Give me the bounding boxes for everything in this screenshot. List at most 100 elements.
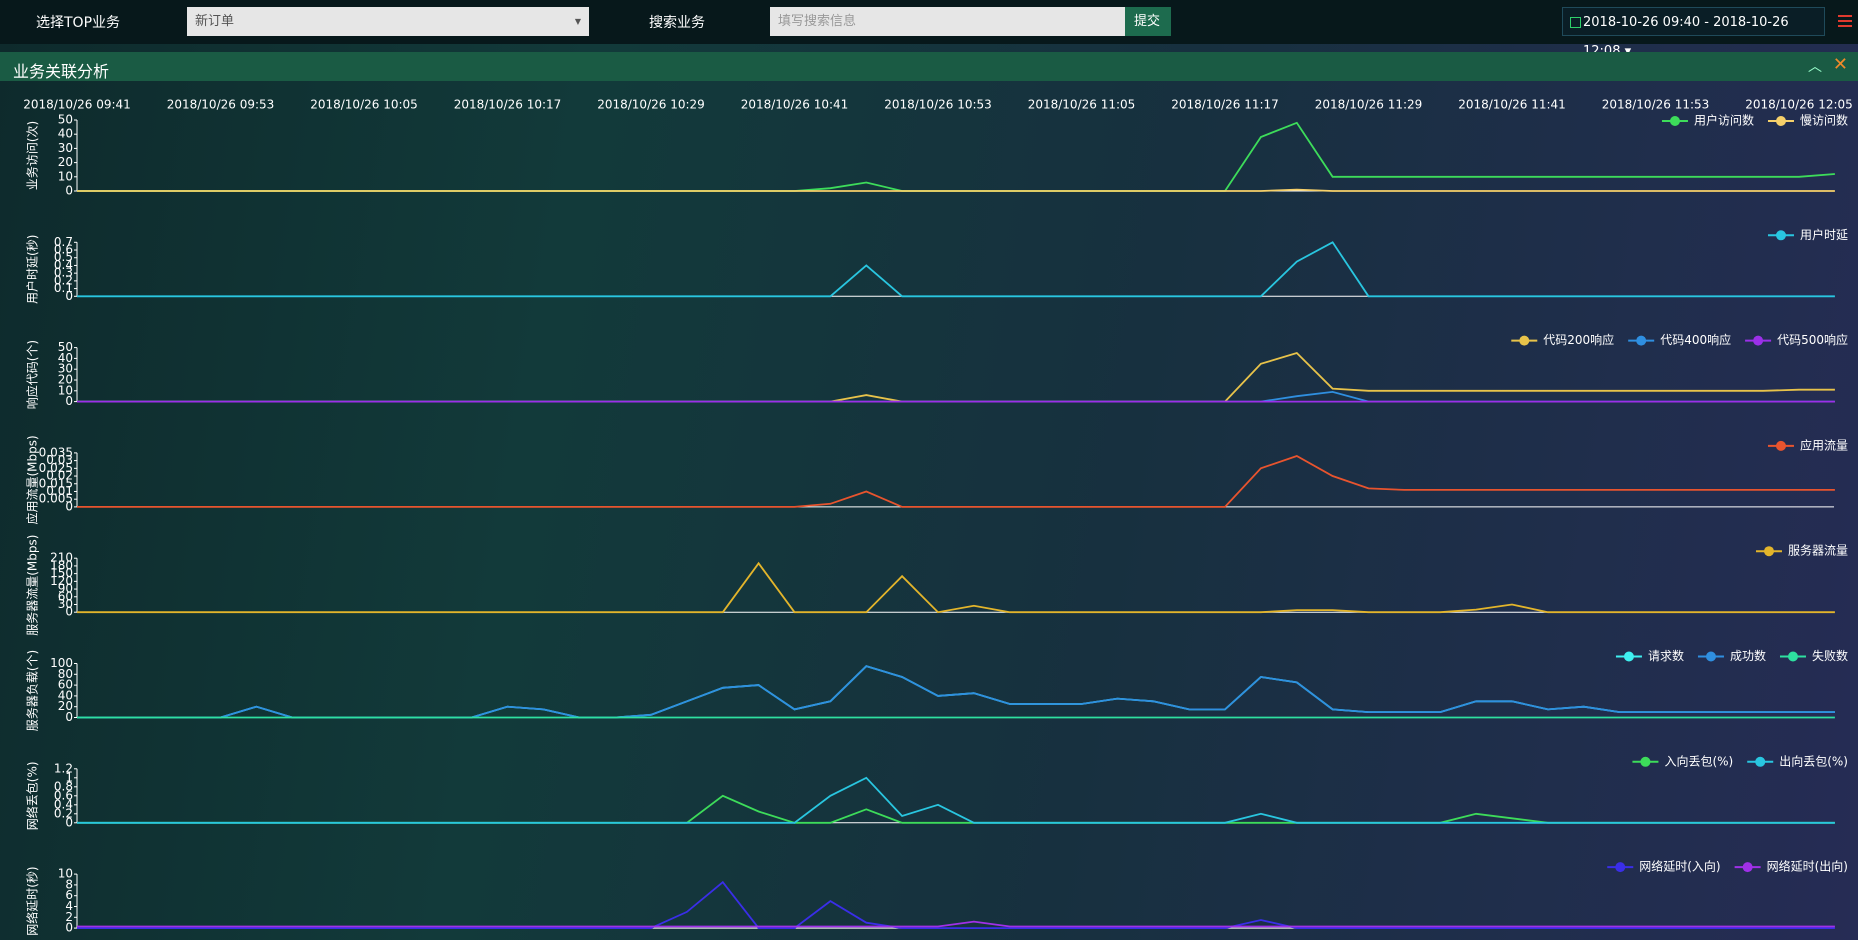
legend-marker [1775, 440, 1786, 451]
submit-button[interactable]: 提交 [1125, 7, 1171, 36]
legend-marker [1763, 546, 1774, 557]
y-tick-label: 0 [65, 394, 73, 408]
legend-marker [1775, 116, 1786, 126]
y-tick-label: 0 [65, 815, 73, 829]
series-line [77, 665, 1835, 719]
legend-marker [1519, 335, 1530, 346]
series-line [77, 794, 1835, 824]
y-axis-name: 网络丢包(%) [25, 761, 40, 830]
y-tick-label: 20 [58, 699, 73, 713]
panel-title: 业务关联分析 [13, 62, 110, 81]
y-tick-label: 8 [65, 877, 73, 891]
y-tick-label: 60 [58, 678, 73, 692]
legend-marker [1615, 862, 1626, 873]
y-tick-label: 0.2 [54, 806, 73, 820]
y-tick-label: 0 [65, 710, 73, 724]
top-bar: 选择TOP业务 新订单 搜索业务 填写搜索信息 提交 2018-10-26 09… [0, 0, 1858, 59]
y-tick-label: 0.3 [54, 266, 73, 280]
legend-marker [1669, 116, 1680, 126]
y-tick-label: 10 [58, 867, 73, 881]
y-tick-label: 80 [58, 667, 73, 681]
y-tick-label: 40 [58, 127, 73, 141]
y-tick-label: 0.5 [54, 250, 73, 264]
y-tick-label: 0 [65, 499, 73, 513]
legend-marker [1755, 756, 1766, 767]
legend-marker [1705, 651, 1716, 662]
y-tick-label: 0 [65, 184, 73, 198]
legend-label: 网络延时(出向) [1767, 859, 1848, 874]
y-tick-label: 6 [65, 888, 73, 902]
series-line [77, 920, 1835, 928]
legend-label: 代码500响应 [1777, 332, 1848, 347]
x-tick-label: 2018/10/26 11:41 [1458, 98, 1566, 112]
date-range[interactable]: 2018-10-26 09:40 - 2018-10-26 12:08 ▾ [1562, 7, 1825, 59]
collapse-button[interactable]: ︿ [1808, 59, 1822, 75]
y-tick-label: 0.1 [54, 281, 73, 295]
x-tick-label: 2018/10/26 11:29 [1315, 98, 1423, 112]
y-tick-label: 10 [58, 383, 73, 397]
legend-label: 应用流量 [1800, 437, 1848, 452]
series-line [77, 241, 1835, 298]
business-select[interactable]: 新订单 [187, 7, 589, 36]
y-tick-label: 0.025 [39, 461, 73, 475]
search-label: 搜索业务 [649, 15, 705, 31]
series-line [77, 455, 1835, 508]
y-axis-name: 网络延时(秒) [25, 866, 40, 935]
legend-marker [1775, 230, 1786, 241]
y-tick-label: 0.6 [54, 788, 73, 802]
legend-label: 网络延时(入向) [1639, 859, 1720, 874]
menu-icon[interactable] [1838, 15, 1852, 27]
y-tick-label: 0.7 [54, 235, 73, 249]
panel-header: 业务关联分析 ︿ ✕ [0, 52, 1858, 81]
y-tick-label: 20 [58, 155, 73, 169]
y-tick-label: 0.01 [46, 484, 73, 498]
legend-label: 入向丢包(%) [1664, 753, 1733, 768]
y-tick-label: 20 [58, 373, 73, 387]
series-line [77, 351, 1835, 403]
legend-marker [1636, 335, 1647, 346]
legend-label: 失败数 [1812, 648, 1848, 663]
y-tick-label: 120 [50, 574, 73, 588]
x-tick-label: 2018/10/26 10:17 [454, 98, 562, 112]
legend-label: 代码400响应 [1660, 332, 1731, 347]
y-tick-label: 0.6 [54, 243, 73, 257]
y-axis-name: 服务器负载(个) [25, 650, 40, 731]
y-tick-label: 40 [58, 351, 73, 365]
y-tick-label: 180 [50, 558, 73, 572]
x-tick-label: 2018/10/26 11:17 [1171, 98, 1279, 112]
y-tick-label: 0 [65, 921, 73, 935]
series-line [77, 561, 1835, 614]
y-tick-label: 0 [65, 605, 73, 619]
x-tick-label: 2018/10/26 12:05 [1745, 98, 1853, 112]
x-tick-label: 2018/10/26 10:05 [310, 98, 418, 112]
close-button[interactable]: ✕ [1832, 54, 1848, 75]
y-tick-label: 0.2 [54, 273, 73, 287]
y-tick-label: 30 [58, 362, 73, 376]
x-tick-label: 2018/10/26 09:53 [167, 98, 275, 112]
select-label: 选择TOP业务 [36, 15, 121, 31]
y-tick-label: 0.035 [39, 445, 73, 459]
x-tick-label: 2018/10/26 10:53 [884, 98, 992, 112]
y-axis-name: 业务访问(次) [25, 121, 40, 190]
y-tick-label: 90 [58, 582, 73, 596]
y-tick-label: 0.4 [54, 258, 73, 272]
legend-marker [1640, 756, 1651, 767]
y-axis-name: 响应代码(个) [25, 340, 40, 409]
x-tick-label: 2018/10/26 09:41 [23, 98, 131, 112]
series-line [77, 390, 1835, 403]
y-tick-label: 1 [65, 770, 73, 784]
y-tick-label: 0.8 [54, 779, 73, 793]
y-tick-label: 0.005 [39, 492, 73, 506]
y-tick-label: 1.2 [54, 761, 73, 775]
y-tick-label: 2 [65, 910, 73, 924]
y-tick-label: 30 [58, 597, 73, 611]
x-tick-label: 2018/10/26 11:53 [1602, 98, 1710, 112]
y-axis-name: 应用流量(Mbps) [25, 435, 40, 524]
y-tick-label: 0.015 [39, 476, 73, 490]
legend-label: 请求数 [1648, 648, 1684, 663]
search-input[interactable]: 填写搜索信息 [770, 7, 1125, 36]
x-tick-label: 2018/10/26 11:05 [1028, 98, 1136, 112]
legend-marker [1753, 335, 1764, 346]
y-axis-name: 服务器流量(Mbps) [25, 535, 40, 636]
